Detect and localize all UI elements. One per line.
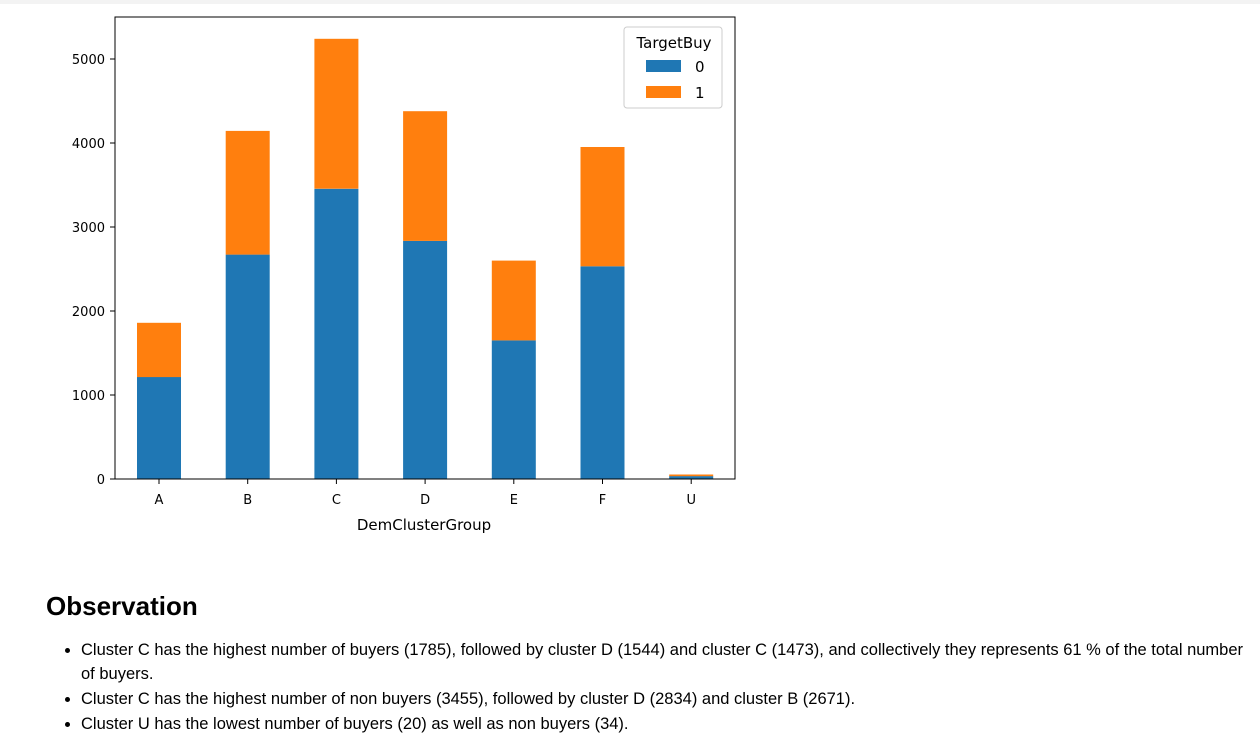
bar-C-series-1 xyxy=(314,38,359,189)
legend-label-0: 0 xyxy=(695,58,705,76)
y-tick-label: 5000 xyxy=(72,53,105,68)
bar-D-series-0 xyxy=(403,240,448,479)
x-axis-label: DemClusterGroup xyxy=(357,516,491,534)
y-tick-label: 4000 xyxy=(72,137,105,152)
bar-E-series-0 xyxy=(491,340,536,479)
top-band xyxy=(0,0,1260,4)
x-tick-label: F xyxy=(599,493,606,508)
bar-B-series-0 xyxy=(225,254,270,479)
bar-F-series-1 xyxy=(580,147,625,267)
legend-title: TargetBuy xyxy=(635,34,711,52)
stacked-bar-chart: A B C D E F U 0 1000 2000 3000 4000 5000 DemClusterG… xyxy=(72,16,736,534)
x-tick-label: B xyxy=(243,493,252,508)
observation-item: Cluster U has the lowest number of buyer… xyxy=(81,712,1258,736)
plot-frame xyxy=(114,16,736,480)
x-tick-label: E xyxy=(510,493,518,508)
bar-C-series-0 xyxy=(314,188,359,480)
bar-U-series-0 xyxy=(669,476,714,479)
observation-list: Cluster C has the highest number of buye… xyxy=(46,638,1258,737)
observation-heading: Observation xyxy=(46,591,198,621)
bar-A-series-0 xyxy=(137,377,181,479)
y-tick-label: 1000 xyxy=(72,389,105,404)
x-tick-label: A xyxy=(155,493,164,508)
legend-swatch-1 xyxy=(646,86,681,98)
bar-A-series-1 xyxy=(137,322,181,378)
observation-item: Cluster C has the highest number of non … xyxy=(81,687,1258,711)
legend-label-1: 1 xyxy=(695,84,705,102)
bars-layer xyxy=(137,38,714,480)
legend-swatch-0 xyxy=(646,60,681,72)
bar-D-series-1 xyxy=(403,111,448,241)
legend: TargetBuy 0 1 xyxy=(623,26,723,109)
x-tick-label: C xyxy=(332,493,341,508)
x-tick-label: U xyxy=(686,493,696,508)
y-tick-label: 2000 xyxy=(72,305,105,320)
y-tick-label: 0 xyxy=(97,473,105,488)
bar-U-series-1 xyxy=(669,474,714,477)
y-tick-label: 3000 xyxy=(72,221,105,236)
bar-E-series-1 xyxy=(491,260,536,341)
observation-item: Cluster C has the highest number of buye… xyxy=(81,638,1258,686)
axes-layer: A B C D E F U 0 1000 2000 3000 4000 5000 xyxy=(72,16,736,508)
bar-B-series-1 xyxy=(225,130,270,255)
x-tick-label: D xyxy=(420,493,430,508)
bar-F-series-0 xyxy=(580,266,625,479)
